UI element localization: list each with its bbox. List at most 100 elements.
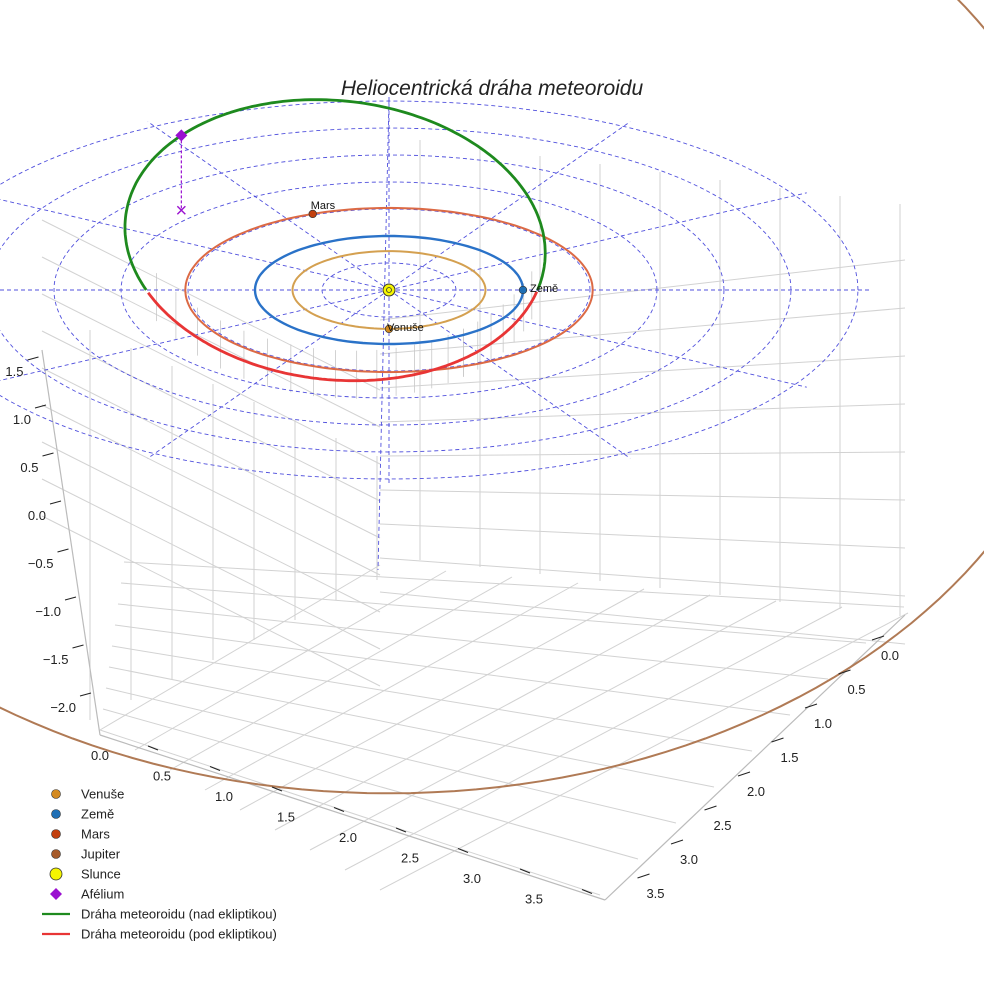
y-tick-mark [637, 873, 650, 879]
grid-line [111, 645, 753, 752]
y-tick-mark [804, 703, 818, 709]
z-tick-mark [57, 548, 69, 553]
planet-marker-Mars [308, 209, 317, 219]
legend-label: Dráha meteoroidu (pod ekliptikou) [81, 927, 277, 942]
grid-line [204, 582, 579, 791]
y-tick-label: 0.0 [881, 648, 899, 663]
z-tick-label: 1.0 [13, 412, 31, 427]
legend-label: Země [81, 807, 114, 822]
legend-label: Dráha meteoroidu (nad ekliptikou) [81, 907, 277, 922]
grid-line [102, 708, 639, 860]
grid-line [379, 557, 906, 597]
y-tick-mark [737, 771, 751, 777]
z-tick-mark [64, 596, 77, 601]
grid-line [379, 591, 906, 645]
grid-line [239, 588, 645, 811]
x-tick-mark [457, 848, 469, 853]
legend-label: Slunce [81, 867, 121, 882]
grid-line [379, 307, 906, 355]
radial-line [388, 289, 631, 459]
legend-marker [50, 888, 62, 900]
z-tick-mark [42, 452, 54, 457]
z-tick-label: 0.5 [20, 460, 38, 475]
grid-line [344, 606, 843, 871]
z-tick-label: −1.5 [43, 652, 69, 667]
x-tick-label: 3.5 [525, 892, 543, 907]
orbit-Jupiter [0, 0, 984, 795]
grid-line [41, 404, 381, 576]
grid-line [99, 564, 381, 731]
grid-line [379, 612, 909, 891]
y-tick-mark [704, 805, 717, 811]
legend-label: Afélium [81, 887, 124, 902]
grid-line [134, 570, 447, 751]
z-tick-label: −0.5 [28, 556, 54, 571]
grid-line [41, 515, 381, 687]
x-tick-label: 3.0 [463, 871, 481, 886]
chart-title: Heliocentrická dráha meteoroidu [341, 77, 644, 100]
grid-line [114, 624, 791, 716]
z-tick-label: −2.0 [50, 700, 76, 715]
legend-marker [51, 829, 61, 839]
planet-label-Mars: Mars [311, 200, 336, 212]
ecliptic-reference-grid [0, 95, 872, 571]
grid-line [41, 219, 381, 391]
x-tick-label: 1.5 [277, 810, 295, 825]
grid-line [41, 330, 381, 502]
legend-label: Venuše [81, 787, 124, 802]
orbit-Venuše [291, 250, 487, 330]
y-tick-label: 3.5 [646, 886, 664, 901]
aphelion-ecliptic-cross [176, 205, 186, 215]
y-tick-label: 3.0 [680, 852, 698, 867]
sun-marker [382, 283, 396, 297]
z-axis-line [41, 349, 101, 736]
legend-marker [51, 809, 61, 819]
planet-orbits [0, 0, 984, 795]
z-tick-label: −1.0 [35, 604, 61, 619]
meteoroid-orbit-above [123, 98, 547, 291]
grid-line [379, 355, 906, 389]
ecliptic-circle-1.5 [187, 208, 591, 372]
grid-line [105, 687, 677, 824]
ecliptic-circle-3.5 [0, 100, 859, 480]
z-tick-mark [49, 500, 62, 505]
legend-label: Jupiter [81, 847, 121, 862]
legend-marker [51, 789, 61, 799]
x-axis-line [99, 734, 606, 901]
meteoroid-orbit-below [462, 291, 539, 361]
grid-line [309, 600, 777, 851]
grid-line [379, 489, 906, 501]
body-markers: Venuše Země Mars [175, 129, 558, 334]
x-tick-mark [519, 868, 531, 874]
x-tick-mark [333, 807, 345, 812]
y-tick-label: 2.5 [713, 818, 731, 833]
grid-line [169, 576, 513, 771]
x-tick-mark [581, 889, 593, 894]
grid-line [41, 478, 381, 650]
grid-line [41, 256, 381, 428]
x-tick-label: 0.5 [153, 769, 171, 784]
y-tick-label: 1.5 [780, 750, 798, 765]
z-tick-mark [27, 356, 39, 361]
meteoroid-orbit [123, 98, 547, 383]
legend-marker [49, 867, 63, 881]
y-tick-mark [838, 669, 851, 675]
planet-label-Země: Země [530, 283, 558, 295]
radial-line [0, 289, 390, 381]
x-tick-mark [271, 786, 283, 792]
x-tick-mark [209, 766, 221, 771]
x-tick-mark [147, 745, 159, 751]
radial-line [147, 289, 390, 459]
radial-line [0, 199, 390, 291]
tick-labels: 0.0 0.5 1.0 1.5 2.0 2.5 3.0 3.5 0.0 0.5 1.0 1.5 2.0 2… [5, 356, 899, 907]
grid-line [117, 603, 829, 680]
grid-line [379, 403, 906, 423]
z-tick-label: 1.5 [5, 364, 23, 379]
grid-line [123, 561, 905, 608]
orbit-Země [253, 234, 525, 346]
y-tick-label: 1.0 [814, 716, 832, 731]
legend-label: Mars [81, 827, 110, 842]
x-tick-mark [395, 827, 407, 833]
y-axis-line [604, 614, 906, 901]
planet-label-Venuše: Venuše [387, 322, 424, 334]
